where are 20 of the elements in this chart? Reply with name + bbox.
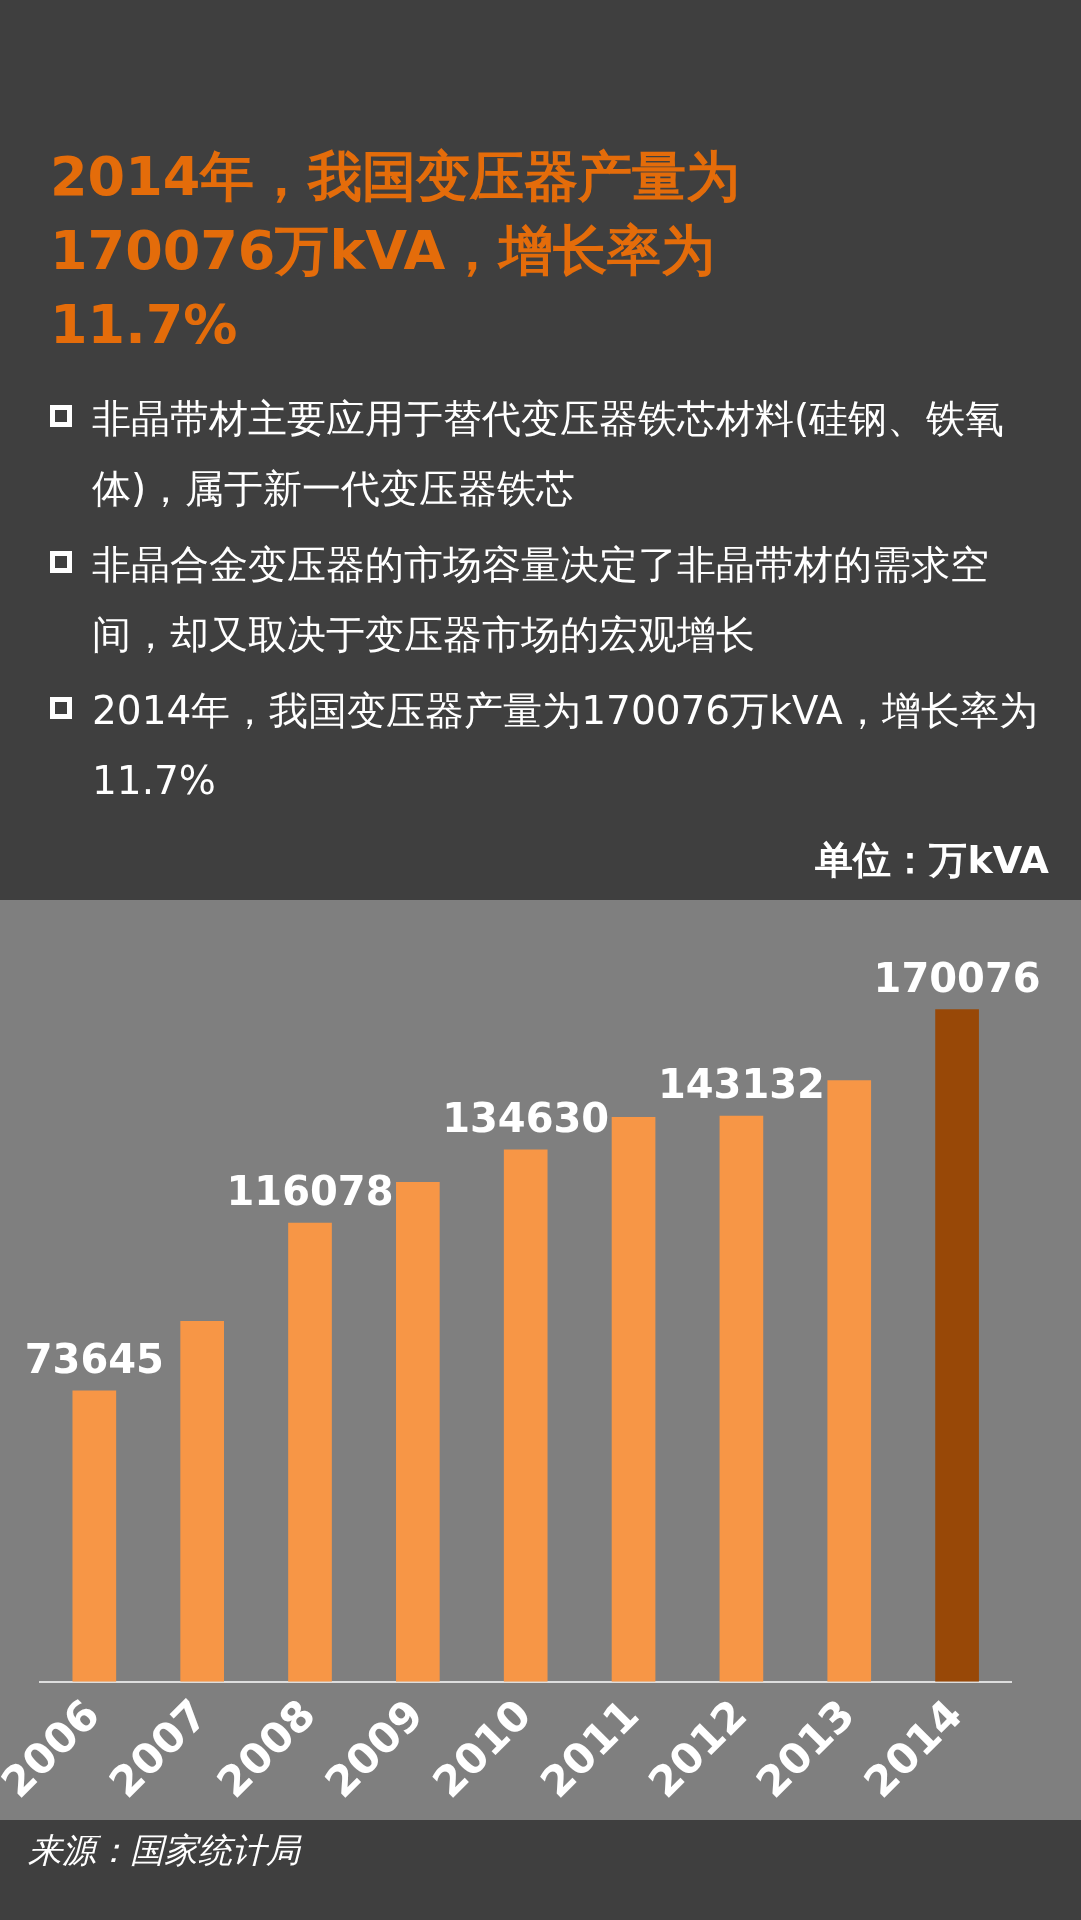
y-axis-title: 单位：万kVA — [815, 837, 1049, 884]
bar — [180, 1321, 225, 1682]
data-label: 116078 — [226, 1168, 394, 1215]
bar — [827, 1080, 872, 1682]
data-label: 73645 — [24, 1335, 164, 1382]
data-label: 143132 — [657, 1061, 825, 1108]
data-label: 134630 — [442, 1094, 610, 1141]
bar — [396, 1181, 440, 1682]
bar — [935, 1009, 979, 1682]
text: 2014年，我国变压器产量为170076万kVA，增长率为11.7% — [91, 687, 1039, 805]
bar — [719, 1115, 764, 1682]
bar — [503, 1149, 548, 1682]
data-label: 170076 — [873, 954, 1041, 1001]
text: 非晶带材主要应用于替代变压器铁芯材料(硅钢、铁氧体)，属于新一代变压器铁芯 — [91, 395, 1006, 513]
bar — [288, 1222, 332, 1682]
chart-title: 2014年，我国变压器产量为170076万kVA，增长率为11.7% — [50, 144, 742, 358]
bar — [72, 1390, 117, 1682]
bar — [611, 1117, 656, 1682]
text: 非晶合金变压器的市场容量决定了非晶带材的需求空间，却又取决于变压器市场的宏观增长 — [91, 541, 990, 659]
source-note: 来源：国家统计局 — [27, 1829, 303, 1872]
